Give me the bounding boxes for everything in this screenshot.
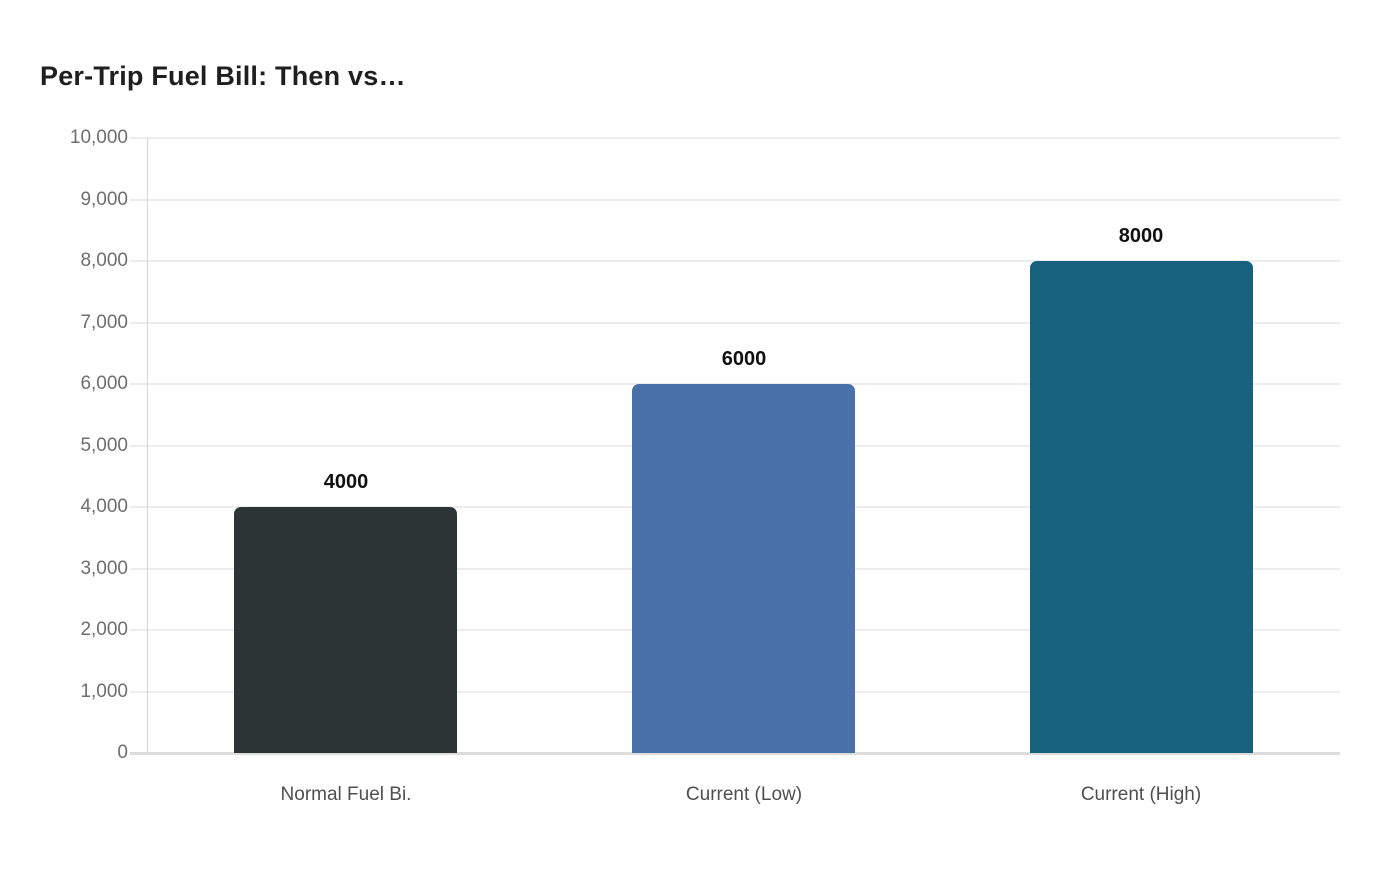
y-axis-tick-label: 5,000 [80,435,128,456]
y-axis-tick-label: 1,000 [80,681,128,702]
y-axis-tick-label: 8,000 [80,250,128,271]
x-axis-category-label: Current (Low) [685,784,803,805]
y-axis-tick-label: 0 [117,742,128,763]
plot-area: 4000 Normal Fuel Bi. 6000 Current (Low) 8000… [130,137,1340,805]
gridline [130,199,1340,201]
y-axis-tick-label: 10,000 [69,127,128,148]
bar[interactable] [234,507,457,753]
x-axis-category-label: Current (High) [1080,784,1202,805]
x-axis-baseline [130,752,1340,755]
y-axis-tick-label: 6,000 [80,373,128,394]
bar[interactable] [632,384,855,753]
y-axis-tick-label: 3,000 [80,558,128,579]
y-axis-tick-label: 7,000 [80,312,128,333]
gridline [130,137,1340,139]
chart-title: Per-Trip Fuel Bill: Then vs… [40,61,406,91]
gridline [130,322,1340,324]
x-axis-category-label: Normal Fuel Bi. [280,784,412,805]
y-axis-line [147,138,148,753]
gridline [130,260,1340,262]
bar-value-label: 8000 [1118,225,1164,247]
bar-value-label: 4000 [323,471,369,493]
bar[interactable] [1030,261,1253,753]
y-axis-tick-label: 2,000 [80,619,128,640]
y-axis-tick-label: 9,000 [80,189,128,210]
y-axis-tick-label: 4,000 [80,496,128,517]
bar-value-label: 6000 [721,348,767,370]
